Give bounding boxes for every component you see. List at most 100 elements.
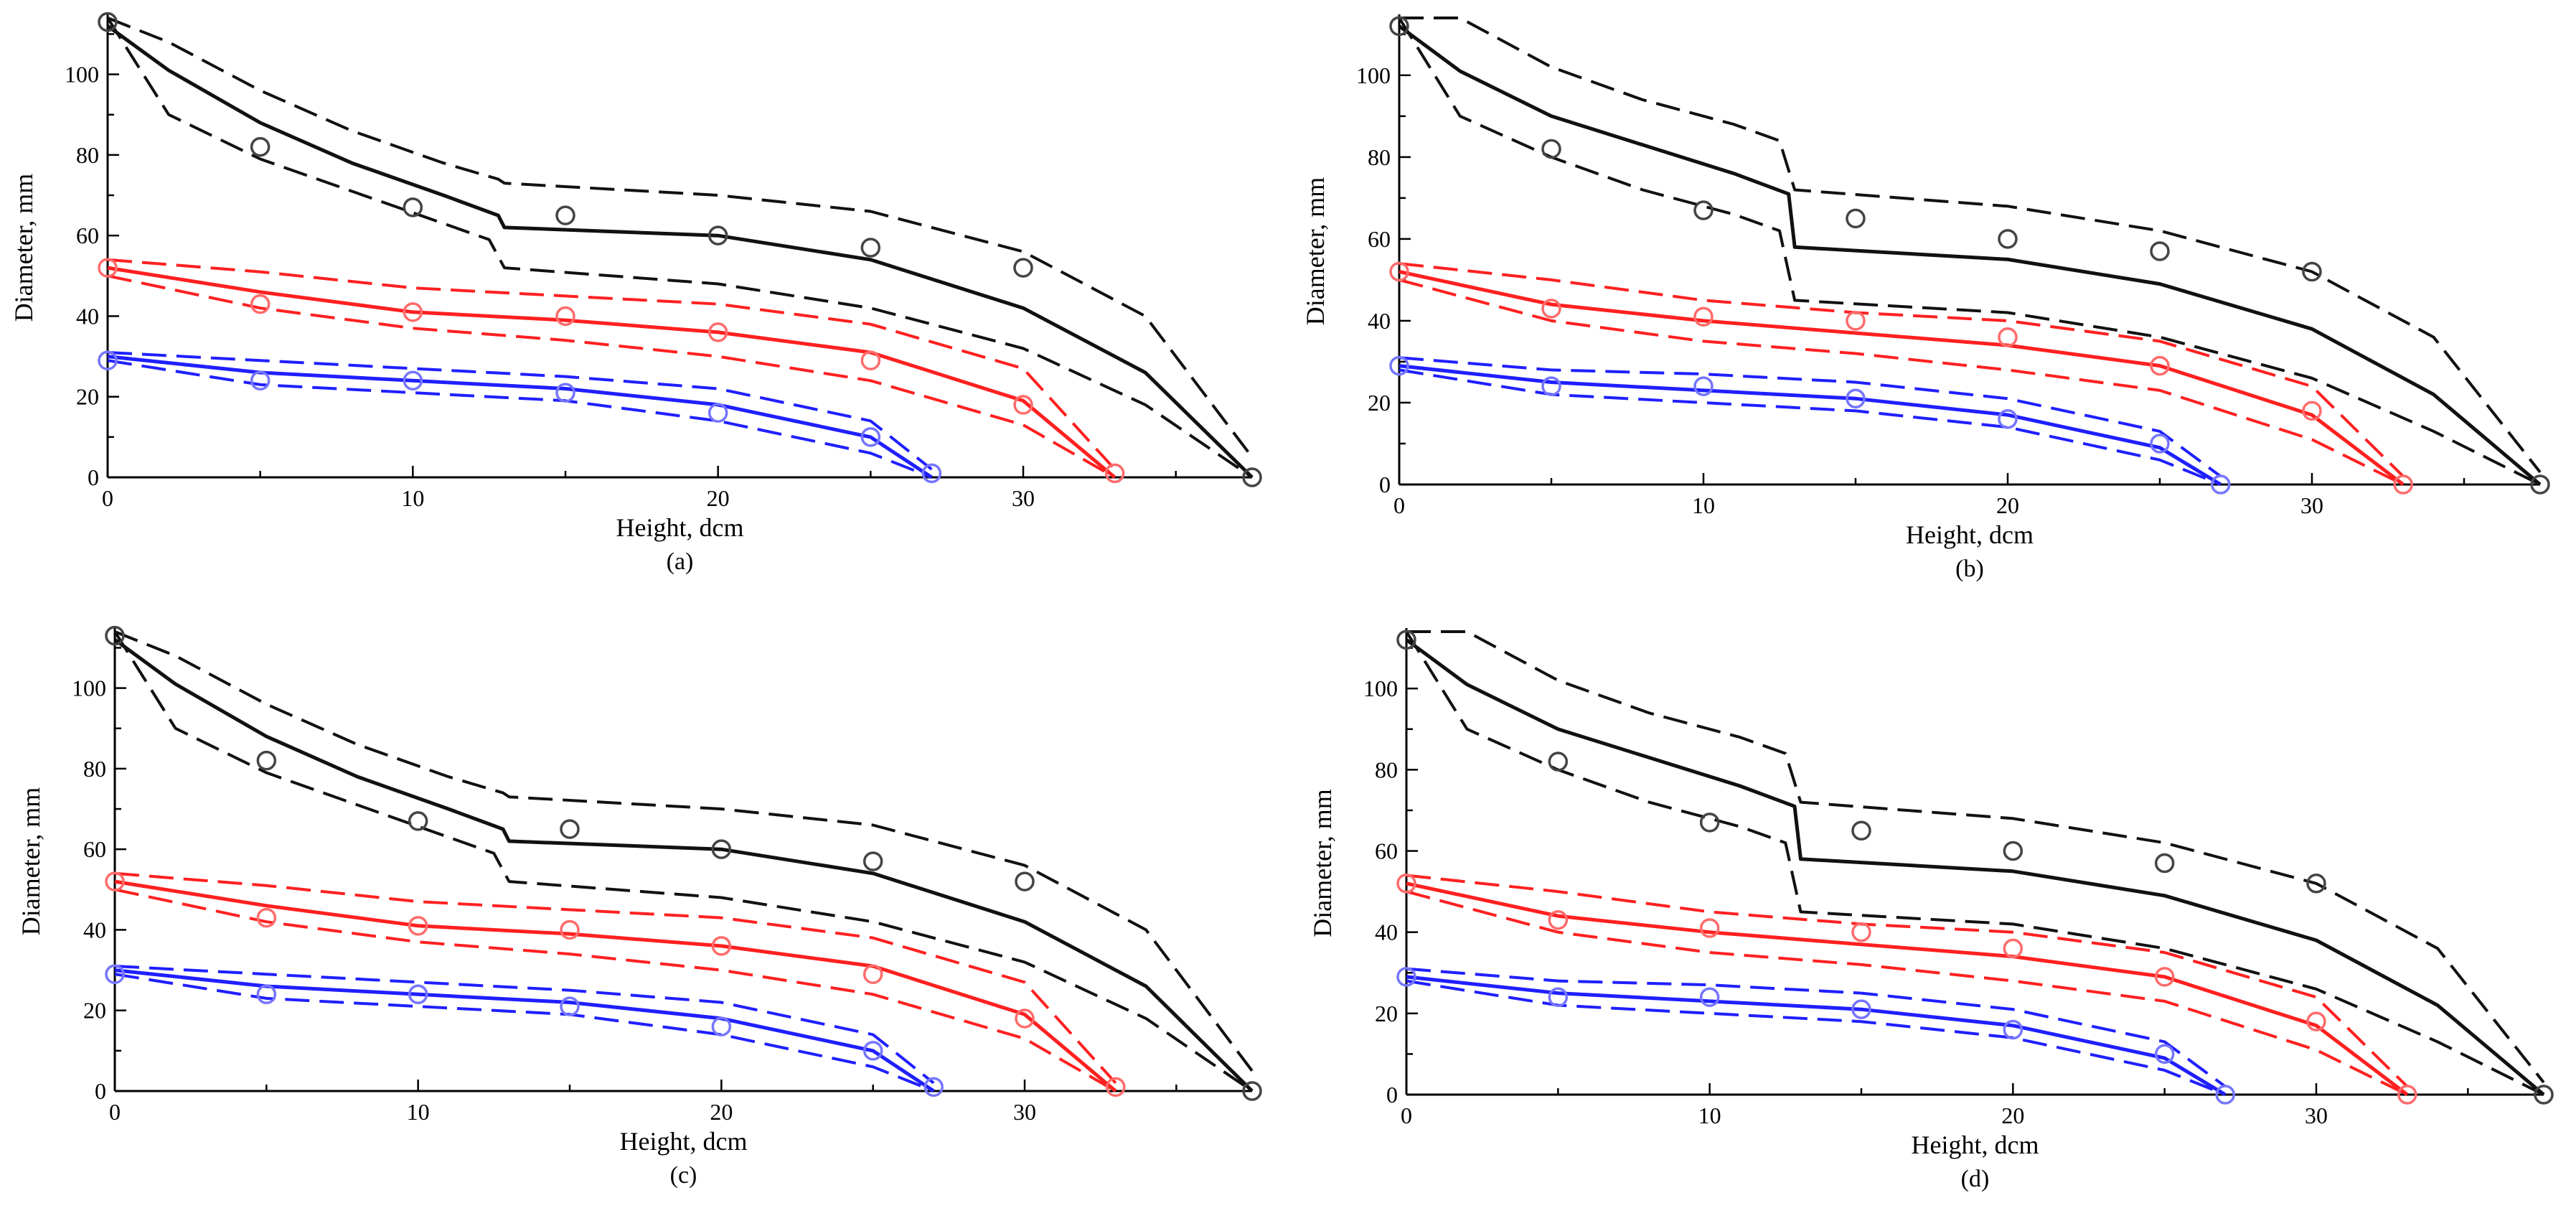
red-data-point [560,919,580,940]
red-data-point [1998,327,2018,347]
blue-data-point [1846,388,1866,409]
black-band-line [113,630,1254,1092]
blue-data-point [860,427,881,447]
red-band-line [107,274,1116,479]
y-tick-label: 60 [1375,838,1398,864]
black-band-line [106,17,1254,479]
blue-band-line [107,359,933,479]
black-fit-line [1398,24,2542,486]
black-data-point [1548,752,1569,772]
y-tick-label: 40 [1368,308,1391,334]
x-tick-label: 20 [2001,1103,2024,1128]
y-tick-label: 60 [76,223,99,248]
y-tick-label: 0 [1386,1082,1398,1108]
red-data-point [1396,874,1416,894]
blue-data-point [1699,987,1720,1007]
y-axis-title: Diameter, mm [17,787,45,936]
red-data-point [1013,395,1033,415]
y-tick-label: 80 [1375,757,1398,782]
red-data-point [1693,306,1714,327]
blue-data-point [408,984,428,1005]
red-data-point [1389,261,1409,282]
blue-data-point [2215,1085,2235,1105]
y-tick-label: 0 [1379,472,1391,497]
panel-label: (c) [670,1162,697,1189]
blue-fit-line [1406,975,2227,1097]
y-tick-label: 40 [76,303,99,329]
x-tick-label: 0 [1401,1103,1412,1128]
red-band-line [114,888,1117,1092]
red-data-point [403,302,423,322]
red-data-point [1541,299,1561,319]
blue-data-point [98,350,118,370]
red-fit-line [114,879,1117,1092]
blue-data-point [708,403,728,423]
y-tick-label: 20 [1375,1001,1398,1026]
black-data-point [711,839,732,859]
x-tick-label: 30 [2305,1103,2328,1128]
red-data-point [1106,1077,1126,1097]
red-data-point [1548,909,1569,930]
y-tick-label: 100 [1356,62,1391,88]
y-tick-label: 0 [88,464,99,490]
red-data-point [1846,311,1866,331]
black-data-point [1242,1081,1262,1101]
red-data-point [105,871,125,891]
y-axis-title: Diameter, mm [1308,789,1337,937]
black-data-point [1541,139,1561,159]
panel-label: (b) [1955,556,1984,582]
black-data-point [860,238,881,258]
black-data-point [1396,629,1416,650]
black-data-point [1851,820,1871,841]
black-data-point [403,197,423,217]
x-axis-title: Height, dcm [1912,1131,2039,1159]
black-data-point [1846,208,1866,229]
black-data-point [408,811,428,831]
black-data-point [560,819,580,839]
red-band-line [107,258,1117,471]
blue-data-point [1548,987,1569,1007]
blue-data-point [1851,999,1871,1019]
blue-data-point [250,370,271,391]
x-tick-label: 30 [2300,492,2323,518]
x-axis-title: Height, dcm [620,1127,748,1156]
x-tick-label: 10 [1692,492,1715,518]
blue-data-point [1998,409,2018,429]
red-band-line [1399,262,2405,478]
x-tick-label: 30 [1012,485,1035,511]
blue-data-point [1693,376,1714,396]
y-tick-label: 0 [95,1078,106,1104]
y-tick-label: 60 [83,836,106,862]
black-data-point [1242,467,1262,487]
blue-data-point [2211,474,2231,495]
x-tick-label: 30 [1013,1099,1036,1125]
blue-fit-line [107,355,933,479]
black-data-point [2306,874,2326,894]
red-band-line [114,871,1117,1085]
blue-fit-line [1399,364,2222,487]
red-fit-line [1406,881,2409,1096]
blue-band-line [1406,967,2227,1088]
x-tick-label: 0 [109,1099,121,1125]
black-data-point [862,851,883,871]
black-fit-line [113,638,1254,1092]
black-data-point [1013,258,1033,278]
red-band-line [1406,890,2408,1096]
x-tick-label: 20 [1996,492,2019,518]
red-data-point [2302,401,2322,421]
chart-panel-c: 0 10 20 30 0 20 40 60 80 100 Height, dcm (c) Diamete… [17,625,1262,1189]
red-data-point [2306,1011,2326,1031]
x-tick-label: 10 [1698,1103,1721,1128]
red-data-point [1699,918,1720,938]
red-data-point [1015,1008,1035,1029]
x-tick-label: 20 [707,485,730,511]
blue-data-point [862,1041,883,1061]
black-data-point [2302,261,2322,282]
black-band-line [1399,17,2542,474]
y-tick-label: 80 [1368,144,1391,170]
red-data-point [2393,474,2413,495]
blue-data-point [1396,967,1416,987]
black-fit-line [1405,638,2545,1096]
red-fit-line [107,266,1117,479]
